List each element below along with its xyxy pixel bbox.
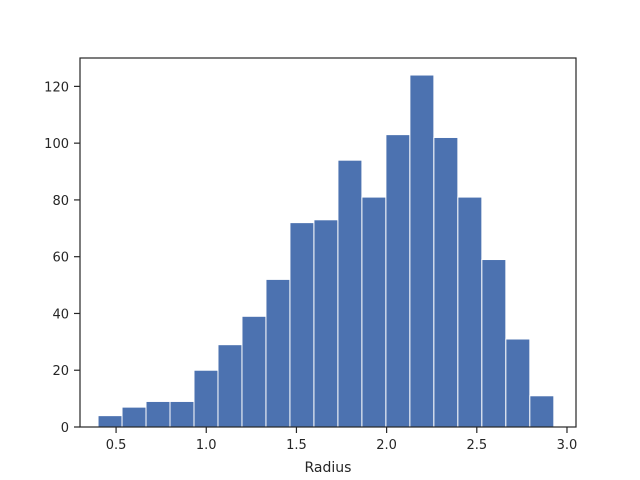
- x-axis-label: Radius: [305, 460, 352, 476]
- x-axis-ticks: 0.5 1.0 1.5 2.0 2.5 3.0: [106, 427, 578, 453]
- histogram-bar: [361, 196, 387, 428]
- histogram-bar: [241, 315, 267, 428]
- histogram-bar: [313, 219, 339, 428]
- histogram-bar: [385, 134, 411, 428]
- y-axis-ticks: 0 20 40 60 80 100 120: [44, 80, 80, 436]
- plot-frame: [79, 57, 577, 428]
- histogram-bar: [217, 344, 243, 428]
- histogram-bar: [505, 338, 531, 428]
- histogram-bar: [409, 74, 435, 428]
- histogram-bar: [433, 136, 459, 428]
- x-tick-label: 0.5: [106, 438, 127, 453]
- x-tick-label: 2.5: [466, 438, 487, 453]
- histogram-bar: [193, 369, 219, 428]
- histogram-bar: [529, 395, 555, 428]
- y-tick-label: 0: [61, 421, 69, 436]
- histogram-bars: [97, 74, 555, 428]
- y-tick-label: 60: [52, 251, 69, 266]
- x-tick-label: 3.0: [557, 438, 578, 453]
- y-tick-label: 20: [52, 364, 69, 379]
- histogram-bar: [481, 259, 507, 428]
- histogram-bar: [97, 415, 123, 428]
- histogram-bar: [457, 196, 483, 428]
- histogram-bar: [145, 400, 171, 428]
- histogram-bar: [265, 278, 291, 428]
- y-tick-label: 120: [44, 80, 69, 95]
- x-tick-label: 1.0: [196, 438, 217, 453]
- histogram-bar: [121, 406, 147, 428]
- histogram-bar: [169, 400, 195, 428]
- y-tick-label: 80: [52, 194, 69, 209]
- y-tick-label: 40: [52, 307, 69, 322]
- x-tick-label: 1.5: [286, 438, 307, 453]
- histogram-bar: [337, 159, 363, 428]
- x-tick-label: 2.0: [376, 438, 397, 453]
- histogram-bar: [289, 222, 315, 428]
- y-tick-label: 100: [44, 137, 69, 152]
